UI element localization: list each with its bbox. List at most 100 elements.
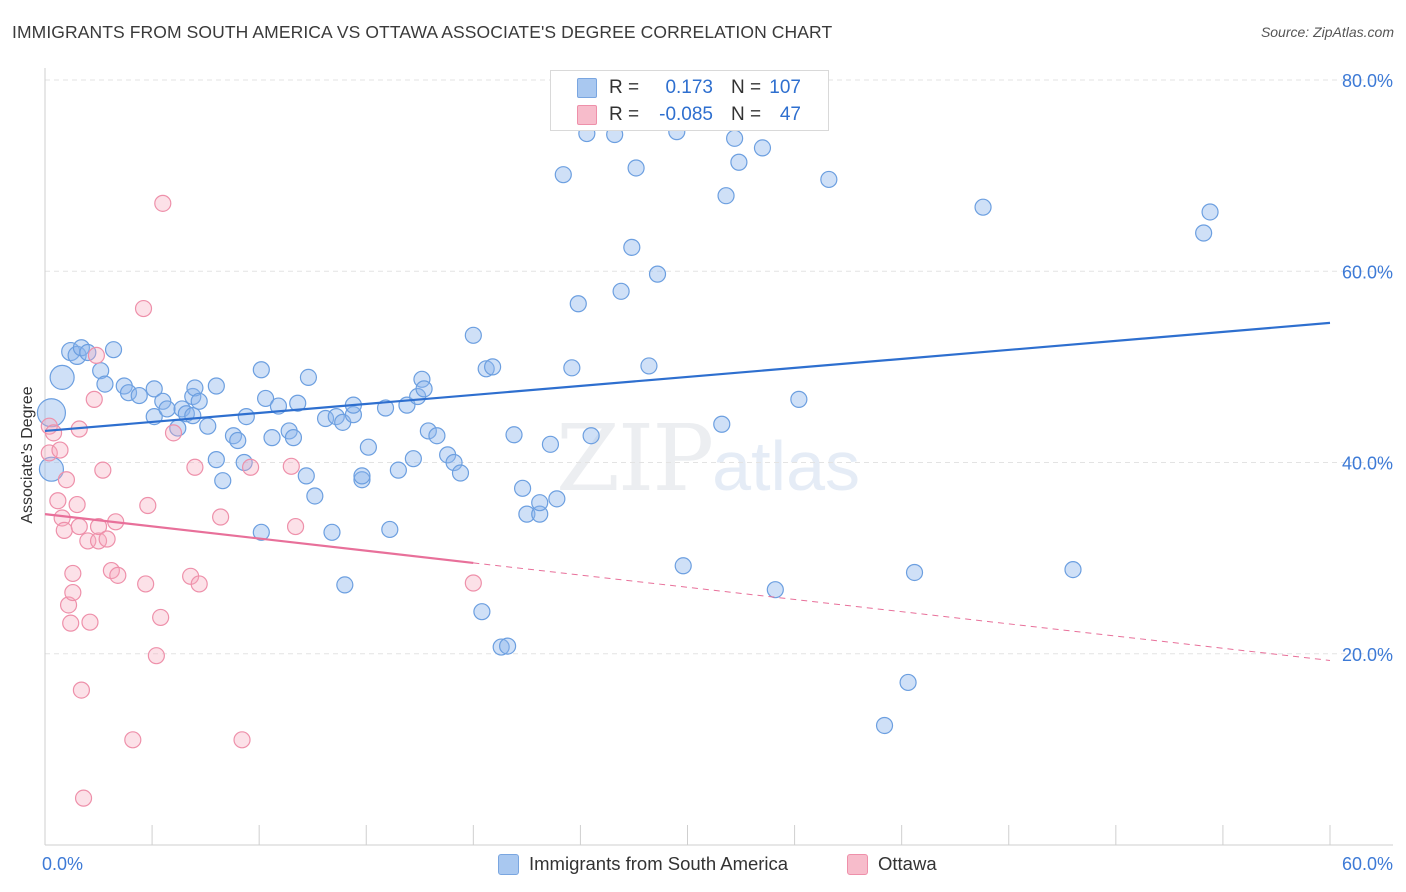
south-america-point — [648, 265, 667, 283]
ottawa-point — [55, 521, 73, 539]
south-america-point — [38, 456, 65, 482]
watermark-atlas: atlas — [712, 427, 861, 505]
south-america-point — [905, 563, 924, 582]
ottawa-point — [74, 789, 93, 807]
south-america-point — [323, 523, 341, 541]
south-america-point — [640, 357, 658, 375]
pink-swatch — [577, 105, 597, 125]
ottawa-point — [154, 194, 172, 212]
south-america-point — [541, 435, 560, 453]
south-america-point — [419, 422, 437, 440]
south-america-point — [49, 364, 75, 390]
ottawa-point — [70, 517, 88, 536]
ottawa-point — [62, 614, 80, 632]
ottawa-point — [57, 471, 76, 489]
watermark: ZIPatlas — [556, 405, 860, 512]
south-america-point — [376, 399, 395, 417]
ottawa-point — [89, 517, 108, 536]
south-america-point — [96, 375, 114, 393]
ottawa-point — [137, 575, 155, 593]
south-america-point — [299, 368, 318, 386]
n-value: 107 — [769, 77, 801, 98]
ottawa-point — [64, 583, 82, 602]
south-america-point — [199, 417, 217, 435]
south-america-point — [790, 390, 808, 408]
south-america-point — [445, 453, 463, 472]
ottawa-point — [87, 346, 106, 364]
x-tick-label: 0.0% — [42, 854, 83, 874]
south-america-point — [389, 461, 407, 479]
south-america-point — [186, 379, 204, 397]
ottawa-trend-line — [44, 513, 474, 564]
stats-legend-row-pink: R = -0.085 N = 47 — [551, 101, 828, 127]
south-america-point — [229, 431, 247, 450]
south-america-point — [505, 426, 523, 444]
south-america-point — [713, 415, 731, 433]
r-value: -0.085 — [659, 104, 713, 125]
south-america-point — [404, 450, 422, 468]
pink-swatch — [847, 854, 868, 875]
chart-title: IMMIGRANTS FROM SOUTH AMERICA VS OTTAWA … — [12, 22, 833, 42]
south-america-point — [730, 153, 748, 171]
watermark-zip: ZIP — [556, 405, 714, 512]
n-label: N = — [731, 104, 762, 125]
south-america-point — [284, 429, 303, 447]
south-america-point — [473, 603, 491, 621]
south-america-point — [499, 637, 517, 655]
ottawa-point — [212, 508, 230, 526]
south-america-point — [119, 384, 138, 402]
south-america-trend-line — [44, 321, 1331, 433]
ottawa-point — [282, 457, 300, 475]
r-value: 0.173 — [665, 77, 713, 98]
south-america-point — [531, 494, 549, 512]
ottawa-point — [134, 299, 153, 318]
y-tick-label: 20.0% — [1342, 645, 1393, 665]
south-america-point — [263, 429, 281, 447]
south-america-point — [336, 576, 354, 594]
stats-legend: R = 0.173 N = 107 R = -0.085 N = 47 — [550, 70, 829, 131]
ottawa-point — [64, 564, 82, 583]
south-america-point — [554, 166, 572, 184]
x-tick-label: 60.0% — [1342, 854, 1393, 874]
ottawa-trend-extension — [473, 562, 1331, 661]
stats-legend-row-blue: R = 0.173 N = 107 — [551, 74, 828, 100]
ottawa-point — [286, 517, 305, 536]
south-america-point — [256, 389, 275, 408]
south-america-point — [484, 358, 502, 376]
south-america-point — [207, 377, 225, 395]
ottawa-point — [49, 492, 67, 510]
south-america-point — [104, 341, 123, 359]
south-america-point — [67, 345, 87, 365]
south-america-point — [1201, 203, 1219, 221]
south-america-point — [316, 409, 335, 428]
legend-label: Immigrants from South America — [529, 853, 789, 874]
blue-swatch — [498, 854, 519, 875]
south-america-point — [563, 359, 581, 377]
south-america-point — [451, 464, 470, 482]
ottawa-point — [124, 731, 142, 749]
south-america-point — [1195, 224, 1213, 242]
south-america-point — [492, 638, 510, 656]
south-america-point — [353, 471, 371, 489]
ottawa-point — [242, 458, 260, 476]
south-america-point — [237, 408, 255, 426]
south-america-point — [353, 467, 371, 485]
south-america-point — [1064, 560, 1082, 579]
south-america-point — [518, 505, 536, 523]
south-america-point — [184, 407, 202, 425]
south-america-point — [513, 479, 532, 497]
ottawa-point — [190, 575, 208, 593]
south-america-point — [130, 386, 148, 405]
south-america-point — [627, 159, 645, 177]
south-america-point — [415, 380, 433, 398]
south-america-point — [569, 295, 587, 313]
r-label: R = — [609, 77, 640, 98]
y-tick-label: 80.0% — [1342, 71, 1393, 91]
ottawa-point — [72, 681, 91, 699]
south-america-point — [477, 360, 495, 378]
series-legend: Immigrants from South America Ottawa — [0, 852, 1406, 878]
ottawa-point — [464, 574, 482, 592]
south-america-point — [623, 238, 641, 256]
south-america-point — [612, 282, 630, 300]
